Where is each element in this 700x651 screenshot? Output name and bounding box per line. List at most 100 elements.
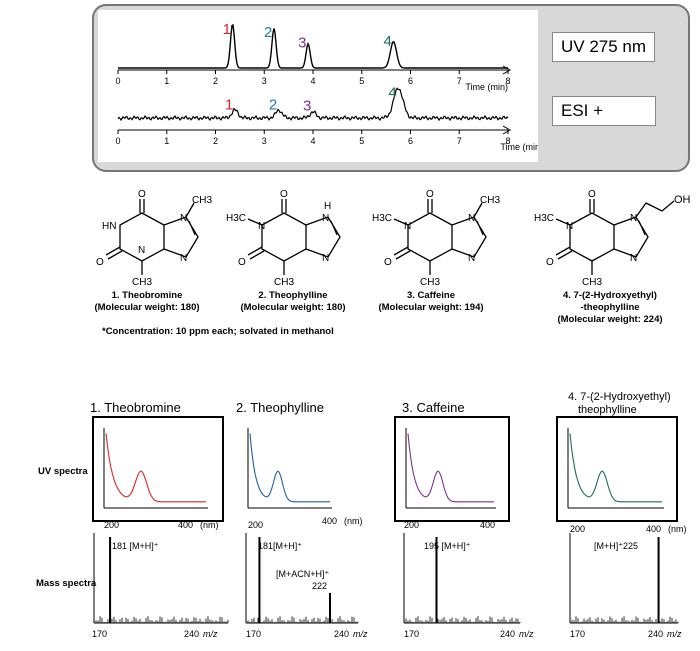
- time-tick-label: 7: [457, 76, 462, 86]
- mass-noise: [569, 616, 679, 623]
- time-tick-label: 0: [115, 76, 120, 86]
- caption-theobromine: 1. Theobromine (Molecular weight: 180): [82, 290, 212, 314]
- uv-axis-unit-4: (nm): [668, 524, 687, 534]
- uv-axis-arrow-icon: [502, 65, 512, 75]
- n-label: N: [322, 213, 329, 224]
- caption-line: 1. Theobromine: [111, 290, 183, 301]
- spectrum-title-hydroxyethyl-theophylline: 4. 7-(2-Hydroxyethyl) theophylline: [568, 391, 671, 417]
- mass-spectra-svg: 170 240 m/z 170 240 m/z 170 240 m/z 170 …: [92, 533, 682, 639]
- mass-axis-start-1: 170: [92, 629, 107, 639]
- uv-spectrum-frame-3: [394, 416, 510, 522]
- ch3-label: CH3: [192, 195, 212, 206]
- peak-label: 2: [269, 97, 277, 114]
- uv-spectrum-curve: [249, 433, 330, 503]
- time-tick-label: 6: [408, 136, 413, 146]
- time-tick-label: 4: [310, 136, 315, 146]
- mass-ion-label-3: 195 [M+H]⁺: [424, 541, 471, 551]
- mass-axis-unit-2: m/z: [353, 629, 368, 639]
- mass-adduct-value-2: 222: [312, 581, 327, 591]
- uv-axis-start-1: 200: [104, 520, 119, 530]
- mass-axis-end-4: 240: [648, 629, 663, 639]
- uv-spectra-svg: 200 400 (nm) 200 400 (nm) 200 400 200 40…: [103, 428, 687, 534]
- uv-spectrum-curve: [407, 433, 494, 503]
- ch3-label: CH3: [480, 195, 500, 206]
- mass-axis-end-1: 240: [184, 629, 199, 639]
- uv-axis-unit-2: (nm): [344, 516, 363, 526]
- peak-label: 3: [303, 98, 311, 115]
- mass-axis-unit-1: m/z: [203, 629, 218, 639]
- h-label: H: [324, 201, 331, 212]
- o-label: O: [426, 189, 434, 200]
- caption-line: (Molecular weight: 180): [94, 302, 200, 313]
- uv-spectrum-curve: [569, 433, 662, 503]
- time-tick-label: 2: [213, 76, 218, 86]
- o-label: O: [588, 189, 596, 200]
- n-label: N: [468, 213, 475, 224]
- uv-axis-start-3: 200: [404, 520, 419, 530]
- n-label: N: [630, 213, 637, 224]
- title-line: theophylline: [578, 404, 637, 416]
- n-label: N: [468, 253, 475, 264]
- esi-detector-label: ESI +: [552, 96, 656, 126]
- mass-noise: [93, 616, 229, 623]
- time-tick-label: 5: [359, 76, 364, 86]
- peak-label: 2: [264, 24, 272, 41]
- ch3-label: CH3: [132, 277, 152, 288]
- spectrum-title-theobromine: 1. Theobromine: [90, 400, 181, 415]
- ch3-label: CH3: [274, 277, 294, 288]
- uv-spectrum-frame-4: [556, 416, 678, 522]
- h3c-label: H3C: [372, 213, 392, 224]
- uv-axis-end-4: 400: [646, 524, 661, 534]
- mass-axis-unit-3: m/z: [519, 629, 534, 639]
- o-label: O: [238, 257, 246, 268]
- mass-noise: [245, 616, 359, 623]
- uv-spectrum-frame-1: [92, 416, 224, 522]
- hn-label: HN: [102, 221, 116, 232]
- o-label: O: [280, 189, 288, 200]
- mass-ion-label-1: 181 [M+H]⁺: [112, 541, 159, 551]
- mass-axis-start-4: 170: [570, 629, 585, 639]
- n-label: N: [404, 221, 411, 232]
- n-label: N: [566, 221, 573, 232]
- h3c-label: H3C: [534, 213, 554, 224]
- chromatogram-svg: 0 1 2 3 4 5 6 7 8 1 2 3 4 Time (min) 0 1 2 3 4 5 6 7 8 1 2 3 4…: [115, 21, 543, 152]
- caption-line: (Molecular weight: 194): [378, 302, 484, 313]
- peak-label: 1: [225, 97, 233, 114]
- caption-line: 2. Theophylline: [258, 290, 328, 301]
- caption-line: (Molecular weight: 180): [240, 302, 346, 313]
- structures-svg: O HN O N N N CH3 CH3 O H3C N O H N N CH3…: [96, 189, 691, 288]
- o-label: O: [96, 257, 104, 268]
- uv-trace: [118, 23, 508, 69]
- time-tick-label: 2: [213, 136, 218, 146]
- uv-time-label: Time (min): [465, 82, 508, 92]
- peak-label: 4: [388, 85, 396, 102]
- caption-hydroxyethyl-theophylline: 4. 7-(2-Hydroxyethyl) -theophylline (Mol…: [540, 290, 680, 326]
- uv-spectra-row-label: UV spectra: [38, 466, 88, 477]
- time-tick-label: 8: [505, 76, 510, 86]
- time-tick-label: 6: [408, 76, 413, 86]
- time-tick-label: 1: [164, 76, 169, 86]
- uv-detector-label: UV 275 nm: [552, 32, 656, 62]
- peak-label: 4: [383, 33, 391, 50]
- n-label: N: [258, 221, 265, 232]
- spectrum-title-theophylline: 2. Theophylline: [236, 400, 324, 415]
- peak-label: 3: [298, 35, 306, 52]
- uv-axis-end-2: 400: [322, 516, 337, 526]
- concentration-note: *Concentration: 10 ppm each; solvated in…: [102, 326, 334, 337]
- caption-line: -theophylline: [580, 302, 640, 313]
- time-tick-label: 1: [164, 136, 169, 146]
- mass-noise: [403, 616, 521, 623]
- uv-axis-unit-1: (nm): [200, 520, 219, 530]
- time-tick-label: 4: [310, 76, 315, 86]
- mass-axis-end-3: 240: [500, 629, 515, 639]
- mass-axis-end-2: 240: [334, 629, 349, 639]
- structure-theobromine: O HN O N N N CH3 CH3: [96, 189, 212, 288]
- n-label: N: [630, 253, 637, 264]
- uv-spectrum-curve: [105, 433, 206, 503]
- ch3-label: CH3: [420, 277, 440, 288]
- mass-axis-unit-4: m/z: [667, 629, 682, 639]
- o-label: O: [384, 257, 392, 268]
- spectrum-title-caffeine: 3. Caffeine: [402, 400, 465, 415]
- mass-adduct-label-2: [M+ACN+H]⁺: [276, 569, 330, 579]
- caption-line: 3. Caffeine: [406, 290, 456, 301]
